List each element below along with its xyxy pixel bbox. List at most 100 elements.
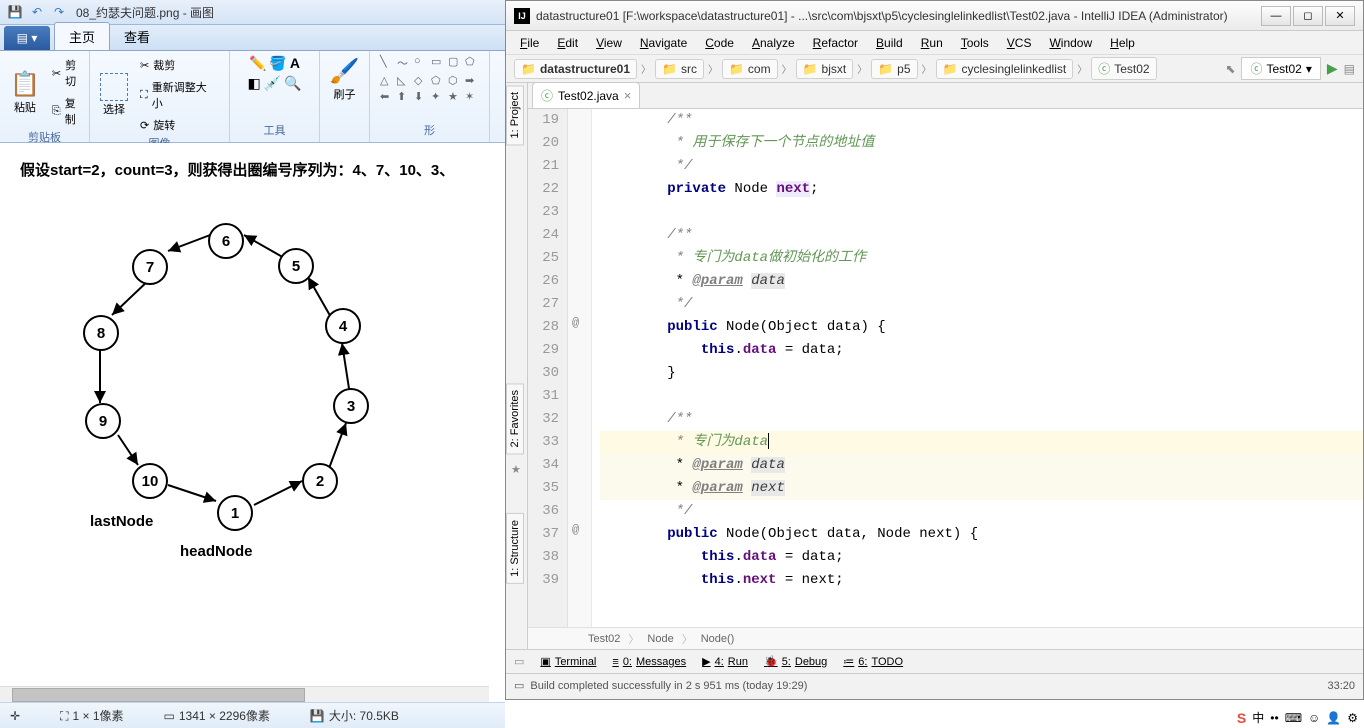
breadcrumb-cyclesinglelinkedlist[interactable]: 📁cyclesinglelinkedlist bbox=[936, 59, 1074, 79]
nav-back-icon[interactable]: ⬉ bbox=[1225, 62, 1235, 76]
shape-diamond-icon[interactable]: ◇ bbox=[414, 74, 428, 87]
save-icon[interactable]: 💾 bbox=[6, 3, 24, 21]
code-line[interactable]: */ bbox=[600, 155, 1363, 178]
zoom-icon[interactable]: 🔍 bbox=[284, 75, 301, 92]
shape-pent-icon[interactable]: ⬠ bbox=[431, 74, 445, 87]
code-line[interactable]: this.data = data; bbox=[600, 546, 1363, 569]
pencil-icon[interactable]: ✏️ bbox=[249, 55, 266, 72]
code-line[interactable]: private Node next; bbox=[600, 178, 1363, 201]
code-line[interactable]: * @param data bbox=[600, 454, 1363, 477]
paint-app-button[interactable]: ▤ ▾ bbox=[4, 26, 50, 50]
shape-roundrect-icon[interactable]: ▢ bbox=[448, 55, 462, 71]
menu-refactor[interactable]: Refactor bbox=[805, 33, 866, 53]
shape-rtri-icon[interactable]: ◺ bbox=[397, 74, 411, 87]
bottom-tab-debug[interactable]: 🐞5: Debug bbox=[764, 655, 827, 668]
redo-icon[interactable]: ↷ bbox=[50, 3, 68, 21]
eraser-icon[interactable]: ◧ bbox=[247, 75, 260, 92]
code-line[interactable]: /** bbox=[600, 109, 1363, 132]
code-line[interactable]: } bbox=[600, 362, 1363, 385]
shape-arrow-d-icon[interactable]: ⬇ bbox=[414, 90, 428, 103]
sidebar-tab-structure[interactable]: 1: Structure bbox=[506, 513, 524, 584]
breadcrumb-p5[interactable]: 📁p5 bbox=[871, 59, 917, 79]
code-line[interactable] bbox=[600, 385, 1363, 408]
sidebar-tab-favorites[interactable]: 2: Favorites bbox=[506, 383, 524, 454]
code-line[interactable]: * 专门为data bbox=[600, 431, 1363, 454]
run-config-selector[interactable]: ⓒ Test02 ▾ bbox=[1241, 57, 1320, 80]
override-icon[interactable]: @ bbox=[572, 523, 579, 537]
menu-run[interactable]: Run bbox=[913, 33, 951, 53]
menu-file[interactable]: File bbox=[512, 33, 547, 53]
tab-home[interactable]: 主页 bbox=[54, 22, 110, 50]
sogou-icon[interactable]: S bbox=[1237, 710, 1246, 726]
code-line[interactable]: * @param data bbox=[600, 270, 1363, 293]
cut-button[interactable]: ✂剪切 bbox=[48, 55, 81, 91]
breadcrumb-Test02[interactable]: ⓒTest02 bbox=[1091, 57, 1156, 80]
code-content[interactable]: /** * 用于保存下一个节点的地址值 */ private Node next… bbox=[592, 109, 1363, 627]
code-line[interactable]: * 用于保存下一个节点的地址值 bbox=[600, 132, 1363, 155]
editor-breadcrumb-item[interactable]: Node bbox=[647, 633, 673, 645]
shape-arrow-u-icon[interactable]: ⬆ bbox=[397, 90, 411, 103]
punct-icon[interactable]: •• bbox=[1270, 711, 1278, 725]
undo-icon[interactable]: ↶ bbox=[28, 3, 46, 21]
tab-view[interactable]: 查看 bbox=[110, 23, 164, 50]
code-line[interactable]: /** bbox=[600, 224, 1363, 247]
rotate-button[interactable]: ⟳旋转 bbox=[136, 115, 221, 135]
menu-analyze[interactable]: Analyze bbox=[744, 33, 803, 53]
breadcrumb-datastructure01[interactable]: 📁datastructure01 bbox=[514, 59, 637, 79]
code-editor[interactable]: 1920212223242526272829303132333435363738… bbox=[528, 109, 1363, 627]
shape-star4-icon[interactable]: ✦ bbox=[431, 90, 445, 103]
shape-poly-icon[interactable]: ⬠ bbox=[465, 55, 479, 71]
menu-tools[interactable]: Tools bbox=[953, 33, 997, 53]
breadcrumb-bjsxt[interactable]: 📁bjsxt bbox=[796, 59, 854, 79]
shape-oval-icon[interactable]: ○ bbox=[414, 55, 428, 71]
fill-icon[interactable]: 🪣 bbox=[269, 55, 286, 72]
code-line[interactable]: /** bbox=[600, 408, 1363, 431]
code-line[interactable] bbox=[600, 201, 1363, 224]
bottom-minimize-icon[interactable]: ▭ bbox=[514, 655, 524, 668]
settings-icon[interactable]: ⚙ bbox=[1347, 711, 1358, 725]
code-line[interactable]: this.next = next; bbox=[600, 569, 1363, 592]
nav-menu-icon[interactable]: ▤ bbox=[1344, 62, 1355, 76]
resize-button[interactable]: ⛶重新调整大小 bbox=[136, 77, 221, 113]
maximize-button[interactable]: ◻ bbox=[1293, 6, 1323, 26]
brush-button[interactable]: 🖌️ 刷子 bbox=[328, 55, 362, 104]
menu-edit[interactable]: Edit bbox=[549, 33, 586, 53]
menu-vcs[interactable]: VCS bbox=[999, 33, 1040, 53]
copy-button[interactable]: ⎘复制 bbox=[48, 93, 81, 129]
text-icon[interactable]: A bbox=[290, 55, 300, 72]
bottom-tab-run[interactable]: ▶4: Run bbox=[702, 655, 748, 668]
override-icon[interactable]: @ bbox=[572, 316, 579, 330]
breadcrumb-src[interactable]: 📁src bbox=[655, 59, 704, 79]
editor-breadcrumb-item[interactable]: Node() bbox=[701, 633, 735, 645]
shape-arrow-r-icon[interactable]: ➡ bbox=[465, 74, 479, 87]
code-line[interactable]: * 专门为data做初始化的工作 bbox=[600, 247, 1363, 270]
input-cn-icon[interactable]: 中 bbox=[1252, 709, 1264, 726]
shape-star5-icon[interactable]: ★ bbox=[448, 90, 462, 103]
bottom-tab-messages[interactable]: ≡0: Messages bbox=[612, 656, 686, 668]
menu-code[interactable]: Code bbox=[697, 33, 742, 53]
menu-build[interactable]: Build bbox=[868, 33, 911, 53]
shape-arrow-l-icon[interactable]: ⬅ bbox=[380, 90, 394, 103]
select-button[interactable]: 选择 bbox=[98, 71, 130, 119]
sidebar-tab-project[interactable]: 1: Project bbox=[506, 85, 524, 145]
user-icon[interactable]: 👤 bbox=[1326, 711, 1341, 725]
editor-breadcrumb-item[interactable]: Test02 bbox=[588, 633, 620, 645]
run-button-icon[interactable]: ▶ bbox=[1327, 60, 1338, 77]
shape-star6-icon[interactable]: ✶ bbox=[465, 90, 479, 103]
shape-line-icon[interactable]: ╲ bbox=[380, 55, 394, 71]
code-line[interactable]: public Node(Object data) { bbox=[600, 316, 1363, 339]
code-line[interactable]: */ bbox=[600, 293, 1363, 316]
menu-help[interactable]: Help bbox=[1102, 33, 1143, 53]
paint-canvas[interactable]: 假设start=2，count=3，则获得出圈编号序列为：4、7、10、3、 6… bbox=[0, 143, 505, 703]
file-tab-test02[interactable]: ⓒ Test02.java × bbox=[532, 82, 640, 108]
close-button[interactable]: ✕ bbox=[1325, 6, 1355, 26]
code-line[interactable]: public Node(Object data, Node next) { bbox=[600, 523, 1363, 546]
menu-window[interactable]: Window bbox=[1041, 33, 1100, 53]
keyboard-icon[interactable]: ⌨ bbox=[1285, 711, 1302, 725]
tab-close-icon[interactable]: × bbox=[624, 88, 632, 103]
horizontal-scrollbar[interactable] bbox=[0, 686, 489, 702]
picker-icon[interactable]: 💉 bbox=[264, 75, 281, 92]
menu-navigate[interactable]: Navigate bbox=[632, 33, 695, 53]
shape-rect-icon[interactable]: ▭ bbox=[431, 55, 445, 71]
code-line[interactable]: * @param next bbox=[600, 477, 1363, 500]
